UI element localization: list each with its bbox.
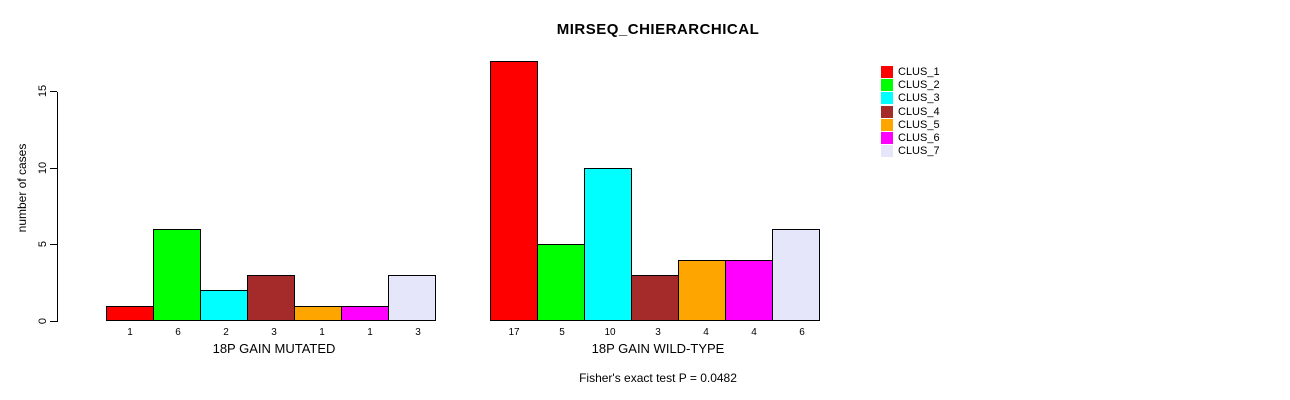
y-axis-tick-label: 5: [37, 240, 49, 248]
legend-item: CLUS_6: [881, 131, 940, 145]
bar-clus_1-group1: [106, 306, 154, 321]
bar-clus_5-group1: [294, 306, 342, 321]
bar-group-mutated: [106, 229, 436, 321]
legend-label: CLUS_1: [898, 65, 940, 78]
bar-value-label: 17: [508, 327, 520, 338]
bar-value-label: 3: [655, 327, 661, 338]
bar-clus_3-group2: [584, 168, 632, 321]
bar-value-label: 3: [415, 327, 421, 338]
legend-swatch-clus_3: [881, 92, 893, 105]
y-axis-line: [57, 92, 58, 322]
bar-value-label: 1: [127, 327, 133, 338]
bar-clus_1-group2: [490, 61, 538, 321]
bar-value-label: 5: [559, 327, 565, 338]
y-axis-tick: [50, 168, 57, 169]
legend-swatch-clus_7: [881, 145, 893, 158]
bar-value-label: 4: [703, 327, 709, 338]
bar-value-label: 6: [175, 327, 181, 338]
legend-swatch-clus_2: [881, 78, 893, 91]
bar-clus_2-group1: [153, 229, 201, 321]
bar-clus_7-group2: [772, 229, 820, 321]
legend-label: CLUS_3: [898, 92, 940, 105]
bar-clus_2-group2: [537, 244, 585, 321]
legend-swatch-clus_1: [881, 65, 893, 78]
bar-value-label: 1: [367, 327, 373, 338]
y-axis-tick-label: 0: [37, 317, 49, 325]
legend-label: CLUS_5: [898, 118, 940, 131]
bar-value-label: 2: [223, 327, 229, 338]
legend-swatch-clus_6: [881, 132, 893, 145]
y-axis-tick: [50, 321, 57, 322]
legend: CLUS_1 CLUS_2 CLUS_3 CLUS_4 CLUS_5 CLUS_6 CLUS…: [881, 65, 940, 158]
bar-value-labels-wild-type: 17 5 10 3 4 4 6: [490, 327, 826, 338]
y-axis-tick-label: 15: [37, 84, 49, 98]
y-axis-tick: [50, 244, 57, 245]
legend-item: CLUS_1: [881, 65, 940, 78]
bar-value-label: 3: [271, 327, 277, 338]
bar-clus_6-group2: [725, 260, 773, 321]
bar-value-labels-mutated: 1 6 2 3 1 1 3: [106, 327, 442, 338]
legend-item: CLUS_2: [881, 78, 940, 91]
y-axis-title: number of cases: [15, 143, 29, 233]
bar-value-label: 4: [751, 327, 757, 338]
legend-label: CLUS_6: [898, 132, 940, 145]
chart-title: MIRSEQ_CHIERARCHICAL: [556, 21, 760, 38]
bar-value-label: 10: [604, 327, 616, 338]
bar-clus_4-group1: [247, 275, 295, 321]
legend-label: CLUS_7: [898, 145, 940, 158]
bar-clus_5-group2: [678, 260, 726, 321]
y-axis-tick: [50, 91, 57, 92]
y-axis-tick-label: 10: [37, 161, 49, 175]
legend-label: CLUS_4: [898, 105, 940, 118]
bar-clus_7-group1: [388, 275, 436, 321]
legend-item: CLUS_7: [881, 145, 940, 158]
bar-clus_6-group1: [341, 306, 389, 321]
legend-label: CLUS_2: [898, 78, 940, 91]
x-axis-label-mutated: 18P GAIN MUTATED: [212, 341, 336, 356]
legend-item: CLUS_4: [881, 105, 940, 118]
legend-swatch-clus_4: [881, 105, 893, 118]
bar-value-label: 6: [799, 327, 805, 338]
bar-group-wild-type: [490, 61, 820, 321]
bar-clus_3-group1: [200, 290, 248, 321]
legend-item: CLUS_3: [881, 92, 940, 105]
legend-item: CLUS_5: [881, 118, 940, 131]
bar-clus_4-group2: [631, 275, 679, 321]
legend-swatch-clus_5: [881, 118, 893, 131]
bar-value-label: 1: [319, 327, 325, 338]
x-axis-label-wild-type: 18P GAIN WILD-TYPE: [591, 341, 725, 356]
fisher-test-annotation: Fisher's exact test P = 0.0482: [579, 371, 737, 385]
